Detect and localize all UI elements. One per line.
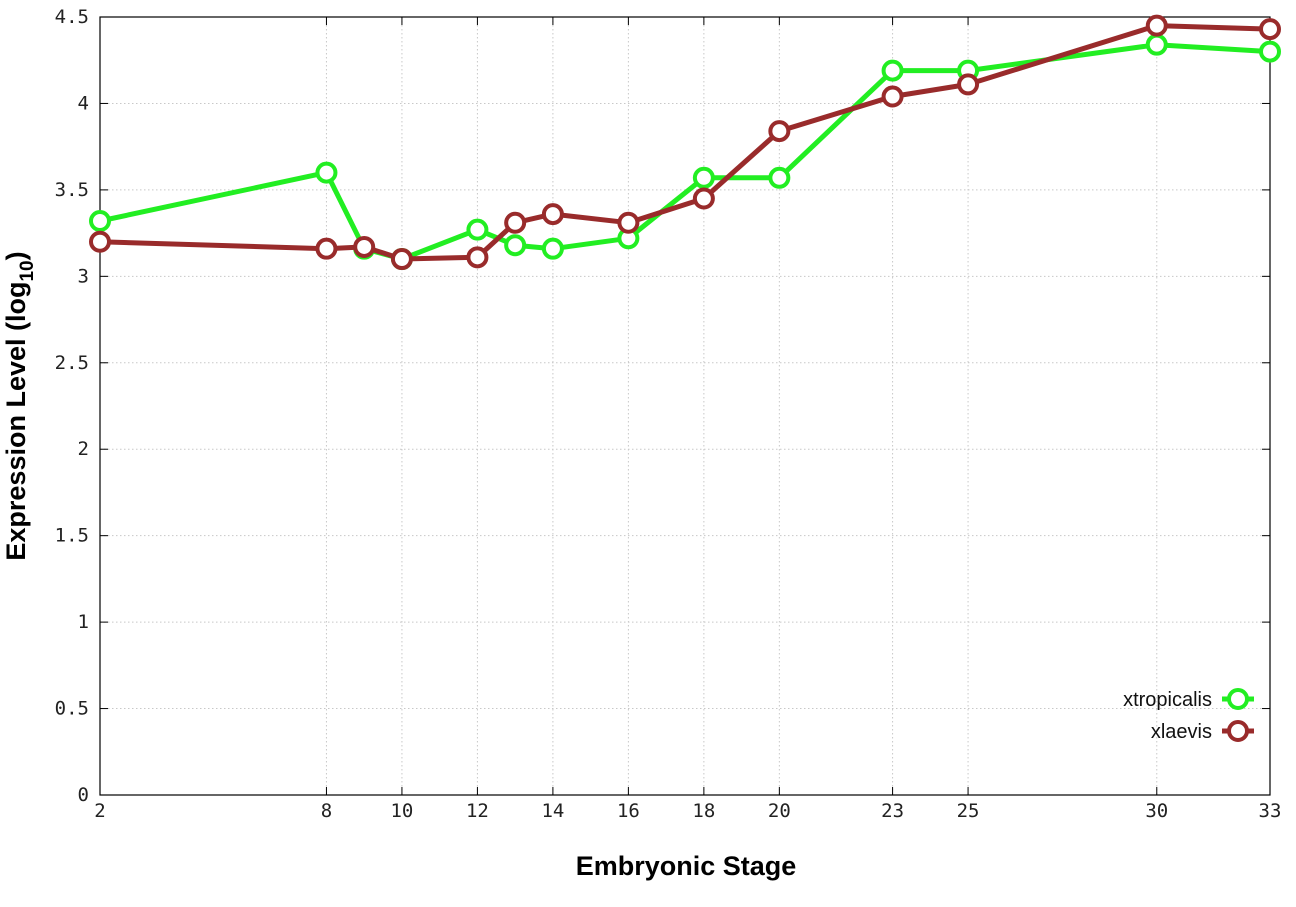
y-axis-title: Expression Level (log10) — [1, 251, 38, 560]
x-axis-title: Embryonic Stage — [576, 851, 797, 881]
y-tick-label: 4 — [78, 92, 89, 114]
data-point-xlaevis — [768, 120, 791, 143]
data-point-xtropicalis — [504, 234, 527, 257]
y-tick-label: 0.5 — [55, 698, 89, 720]
x-tick-label: 25 — [957, 800, 980, 822]
y-tick-label: 1 — [78, 611, 89, 633]
x-tick-label: 23 — [881, 800, 904, 822]
y-axis-title-subscript: 10 — [17, 260, 38, 281]
y-tick-label: 1.5 — [55, 525, 89, 547]
x-tick-label: 30 — [1145, 800, 1168, 822]
data-point-xlaevis — [881, 85, 904, 108]
x-tick-label: 16 — [617, 800, 640, 822]
x-tick-label: 10 — [390, 800, 413, 822]
x-tick-label: 33 — [1259, 800, 1282, 822]
data-point-xlaevis — [466, 246, 489, 269]
data-point-xtropicalis — [89, 210, 111, 233]
x-tick-label: 2 — [94, 800, 105, 822]
data-point-xtropicalis — [692, 166, 715, 189]
data-point-xtropicalis — [1145, 33, 1168, 56]
data-point-xlaevis — [1259, 18, 1281, 41]
data-point-xtropicalis — [1259, 40, 1281, 63]
data-point-xlaevis — [89, 230, 111, 253]
y-tick-label: 0 — [78, 784, 89, 806]
data-point-xtropicalis — [466, 218, 489, 241]
legend-label-xlaevis: xlaevis — [1151, 721, 1212, 743]
data-point-xlaevis — [390, 248, 413, 271]
grid-lines — [99, 16, 1271, 796]
data-point-xtropicalis — [768, 166, 791, 189]
y-axis-title-close: ) — [1, 251, 31, 260]
x-tick-label: 18 — [692, 800, 715, 822]
data-point-xlaevis — [315, 237, 338, 260]
data-point-xlaevis — [957, 73, 980, 96]
series-line-xtropicalis — [99, 42, 1271, 262]
x-tick-label: 14 — [541, 800, 564, 822]
x-tick-label: 8 — [321, 800, 332, 822]
data-point-xtropicalis — [881, 59, 904, 82]
data-point-xlaevis — [504, 211, 527, 234]
y-tick-label: 2.5 — [55, 352, 89, 374]
data-point-xtropicalis — [315, 161, 338, 184]
data-point-xlaevis — [1145, 14, 1168, 37]
y-tick-label: 4.5 — [55, 6, 89, 28]
y-axis-title-main: Expression Level (log — [1, 282, 31, 561]
axis-ticks: 0 0.5 1 1.5 2 2.5 3 3.5 4 4.5 2 8 10 12 14 16 18 20 23 25 30… — [55, 6, 1282, 822]
data-point-xlaevis — [541, 203, 564, 226]
plot-frame — [99, 16, 1271, 796]
legend-swatch-marker — [1227, 720, 1249, 742]
x-tick-label: 12 — [466, 800, 489, 822]
legend-swatch-marker — [1227, 688, 1249, 710]
data-point-xlaevis — [692, 187, 715, 210]
data-point-xlaevis — [353, 235, 376, 258]
legend: xtropicalis xlaevis — [1123, 688, 1254, 743]
series-line-xlaevis — [99, 23, 1271, 262]
legend-label-xtropicalis: xtropicalis — [1123, 689, 1212, 711]
y-tick-label: 3 — [78, 265, 89, 287]
y-tick-label: 2 — [78, 438, 89, 460]
data-point-xtropicalis — [541, 237, 564, 260]
series-layer — [89, 14, 1281, 271]
x-tick-label: 20 — [768, 800, 791, 822]
y-tick-label: 3.5 — [55, 179, 89, 201]
data-point-xlaevis — [617, 211, 640, 234]
